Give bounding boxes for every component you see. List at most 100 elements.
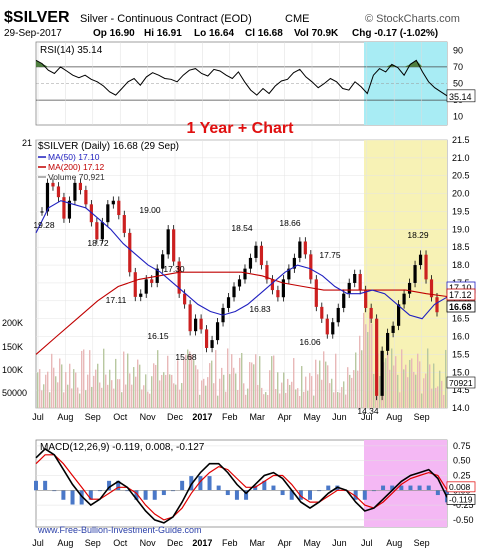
volume-bar [401,349,403,408]
macd-tick-label: -0.25 [453,500,474,510]
volume-bar [439,370,441,408]
macd-histogram-bar [280,490,285,496]
volume-bar [195,365,197,408]
rsi-current-label: 35.14 [449,92,472,102]
volume-bar [135,376,137,408]
volume-bar [199,394,201,408]
volume-bar [315,359,317,408]
price-tick-label: 21.0 [452,153,470,163]
volume-bar [245,394,247,408]
volume-bar [435,387,437,408]
price-point-label: 18.54 [231,223,253,233]
volume-bar [93,375,95,408]
volume-bar [119,379,121,408]
volume-bar [165,374,167,408]
price-candle-body [111,200,115,205]
macd-signal-line [35,454,448,521]
volume-bar [157,350,159,408]
macd-histogram-bar [381,485,386,491]
legend-entry: MA(200) 17.12 [48,162,104,172]
volume-bar [303,391,305,408]
volume-bar [105,374,107,408]
brand-label: © StockCharts.com [365,13,460,25]
volume-bar [107,384,109,408]
volume-bar [113,388,115,408]
rsi-tick-label: 50 [453,79,463,89]
rsi-title: RSI(14) 35.14 [40,45,103,56]
volume-bar [249,362,251,408]
volume-bar [387,352,389,408]
volume-bar [261,387,263,408]
macd-histogram-bar [61,490,66,500]
price-candle-body [429,279,434,298]
volume-bar [181,383,183,408]
price-candle-body [424,254,428,280]
price-candle-body [40,211,44,213]
macd-histogram-bar [417,485,422,491]
price-candle-body [78,182,83,191]
volume-bar [405,364,407,408]
price-candle-body [254,245,258,258]
volume-bar [243,383,245,408]
price-x-tick-label: Nov [140,412,157,422]
volume-bar [395,356,397,408]
macd-histogram-bar [262,480,267,491]
price-candle-body [183,293,187,305]
volume-bar [239,357,241,408]
volume-bar [75,372,77,408]
price-candle-body [194,318,198,332]
volume-bar [177,360,179,408]
macd-histogram-bar [52,490,57,492]
price-candle-body [369,307,373,319]
symbol-title: $SILVER [4,9,70,26]
macd-histogram-bar [34,480,38,491]
price-point-label: 17.11 [106,295,127,305]
price-x-tick-label: Sep [414,412,430,422]
price-candle-body [364,290,368,308]
legend-entry: MA(50) 17.10 [48,152,100,162]
volume-bar [37,372,39,408]
price-candle-body [62,197,66,219]
price-x-tick-label: Dec [167,412,184,422]
volume-bar [431,388,433,408]
volume-bar [393,365,395,408]
price-candle-body [204,329,209,348]
volume-bar [81,350,83,408]
price-tick-label: 18.0 [452,260,470,270]
volume-bar [271,356,273,408]
volume-bar [275,389,277,408]
volume-bar [273,355,275,408]
volume-bar [359,335,361,408]
price-point-label: 14.34 [357,406,379,416]
quote-change: Chg -0.17 (-1.02%) [352,28,438,39]
volume-bar [149,393,151,408]
volume-bar [391,348,393,408]
volume-bar [169,374,171,408]
volume-bar [167,355,169,408]
volume-bar [343,381,345,408]
macd-tag-label: 0.008 [449,482,471,492]
price-candle-body [265,265,269,280]
volume-bar [39,369,41,408]
price-candle-body [353,274,357,283]
price-candle-body [331,322,335,335]
volume-tag [446,376,476,389]
price-candle-body [342,293,346,308]
rsi-tick-label: 90 [453,45,463,55]
volume-bar [57,382,59,408]
macd-histogram-bar [353,490,358,500]
volume-bar [237,389,239,408]
annotation-label: 1 Year + Chart [187,120,295,137]
volume-bar [85,390,87,408]
price-x-tick-label: Jun [332,412,347,422]
volume-tick-label: 200K [2,318,23,328]
volume-bar [311,376,313,408]
price-tag [446,288,476,301]
macd-tag [446,493,476,505]
rsi-current-tag [446,89,476,103]
volume-bar [125,384,127,408]
volume-bar [173,383,175,408]
volume-bar [47,371,49,408]
macd-x-tick-label: Sep [85,538,101,548]
quote-volume: Vol 70.9K [294,28,339,39]
